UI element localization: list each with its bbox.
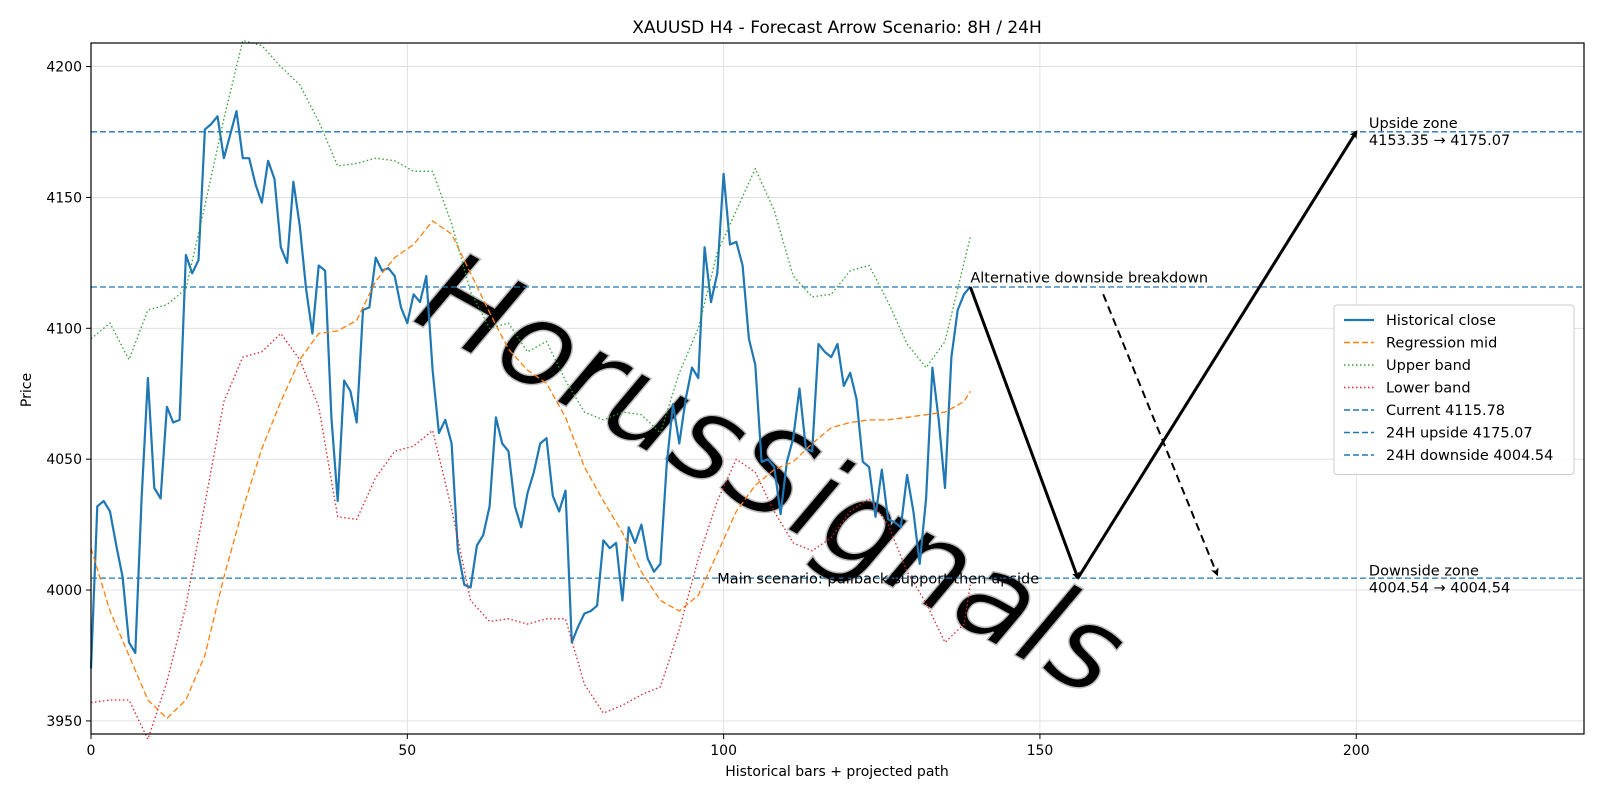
annotation-text: Upside zone [1369, 116, 1458, 132]
x-tick-label: 150 [1027, 743, 1054, 759]
legend-label: 24H downside 4004.54 [1386, 448, 1553, 464]
legend-label: 24H upside 4175.07 [1386, 426, 1533, 442]
annotation-text: 4004.54 → 4004.54 [1369, 581, 1510, 597]
annotation-text: 4153.35 → 4175.07 [1369, 133, 1510, 149]
x-tick-label: 200 [1343, 743, 1370, 759]
legend-label: Upper band [1386, 358, 1471, 374]
annotations: Alternative downside breakdown Main scena… [717, 116, 1510, 597]
x-tick-label: 50 [398, 743, 416, 759]
x-tick-label: 100 [710, 743, 737, 759]
scenario-arrow [1102, 293, 1219, 577]
y-tick-label: 3950 [46, 714, 82, 730]
legend-label: Current 4115.78 [1386, 403, 1505, 419]
y-tick-label: 4200 [46, 60, 82, 76]
series-line [89, 109, 972, 669]
legend-label: Historical close [1386, 313, 1496, 329]
y-tick-label: 4000 [46, 583, 82, 599]
annotation-text: Downside zone [1369, 564, 1479, 580]
chart-title: XAUUSD H4 - Forecast Arrow Scenario: 8H … [632, 18, 1042, 38]
watermark: HorusSignals [395, 223, 1148, 726]
scenario-arrows [968, 130, 1358, 581]
x-tick-label: 0 [87, 743, 96, 759]
series-line [90, 220, 971, 719]
series-lines [89, 39, 972, 740]
y-tick-label: 4100 [46, 321, 82, 337]
x-axis-label: Historical bars + projected path [725, 764, 949, 780]
scenario-arrow [1076, 130, 1358, 579]
legend: Historical close Regression mid Upper band… [1333, 304, 1575, 475]
annotation-text: Main scenario: pullback/support then ups… [717, 571, 1039, 587]
scenario-arrow [968, 286, 1080, 581]
axis-ticks: 0 50 100 150 200 3950 4000 4050 4100 4150 4200 [46, 60, 1369, 759]
plot-frame [90, 42, 1585, 735]
annotation-text: Alternative downside breakdown [970, 270, 1208, 286]
y-axis-label: Price [19, 373, 35, 407]
legend-label: Regression mid [1386, 336, 1497, 352]
reference-lines [91, 131, 1584, 579]
y-tick-label: 4150 [46, 190, 82, 206]
series-line [90, 332, 972, 740]
watermark-text: HorusSignals [396, 224, 1148, 725]
series-line [90, 39, 972, 434]
legend-label: Lower band [1386, 381, 1471, 397]
y-tick-label: 4050 [46, 452, 82, 468]
legend-box [1333, 304, 1575, 475]
